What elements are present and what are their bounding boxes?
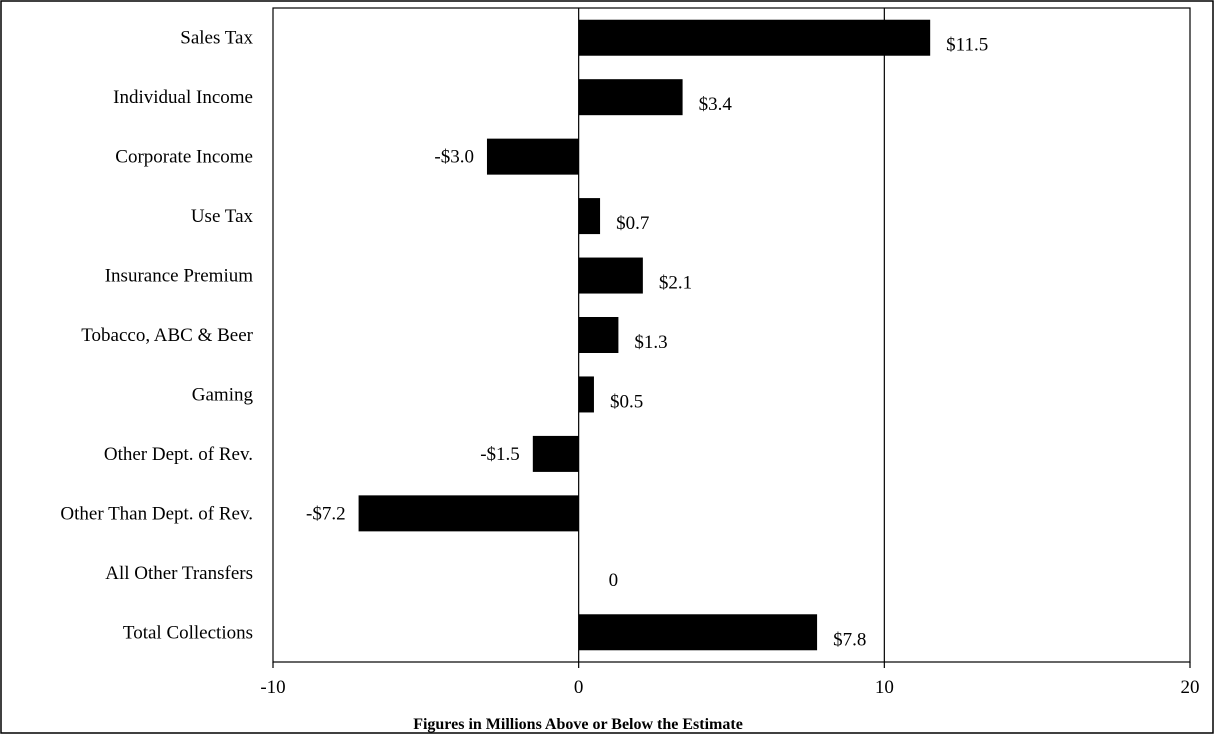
data-label: -$7.2 bbox=[306, 503, 346, 524]
bar bbox=[578, 198, 601, 235]
category-label: All Other Transfers bbox=[105, 563, 253, 584]
x-tick-label: 10 bbox=[875, 677, 894, 698]
data-label: $11.5 bbox=[946, 35, 988, 56]
category-label: Use Tax bbox=[191, 206, 254, 227]
bar bbox=[578, 376, 594, 413]
bar bbox=[578, 19, 931, 56]
x-tick-label: 0 bbox=[574, 677, 584, 698]
x-tick-label: 20 bbox=[1181, 677, 1200, 698]
category-label: Corporate Income bbox=[115, 147, 253, 168]
data-label: $7.8 bbox=[833, 629, 866, 650]
category-label: Individual Income bbox=[113, 87, 253, 108]
bar bbox=[358, 495, 579, 532]
bar bbox=[578, 79, 683, 116]
bar bbox=[532, 435, 579, 472]
category-label: Gaming bbox=[192, 384, 254, 405]
data-label: $3.4 bbox=[699, 94, 733, 115]
plot-frame bbox=[272, 7, 1191, 663]
category-label: Total Collections bbox=[123, 622, 253, 643]
bar bbox=[486, 138, 579, 175]
bar bbox=[578, 257, 643, 294]
data-label: -$3.0 bbox=[434, 147, 474, 168]
category-label: Tobacco, ABC & Beer bbox=[81, 325, 253, 346]
data-label: -$1.5 bbox=[480, 444, 520, 465]
x-tick-label: -10 bbox=[260, 677, 285, 698]
bar bbox=[578, 317, 619, 353]
category-label: Other Dept. of Rev. bbox=[104, 444, 253, 465]
category-label: Sales Tax bbox=[180, 28, 253, 49]
data-label: $0.5 bbox=[610, 391, 643, 412]
data-label: $0.7 bbox=[616, 213, 649, 234]
data-label: $1.3 bbox=[634, 332, 667, 353]
x-axis-title: Figures in Millions Above or Below the E… bbox=[413, 716, 743, 733]
category-label: Insurance Premium bbox=[105, 266, 253, 287]
data-label: $2.1 bbox=[659, 273, 692, 294]
plot-area: -10 0 10 20 Sales Tax $11.5 Individual Income $… bbox=[60, 7, 1200, 698]
bar bbox=[578, 614, 818, 651]
data-label: 0 bbox=[609, 570, 619, 591]
category-label: Other Than Dept. of Rev. bbox=[60, 503, 253, 524]
